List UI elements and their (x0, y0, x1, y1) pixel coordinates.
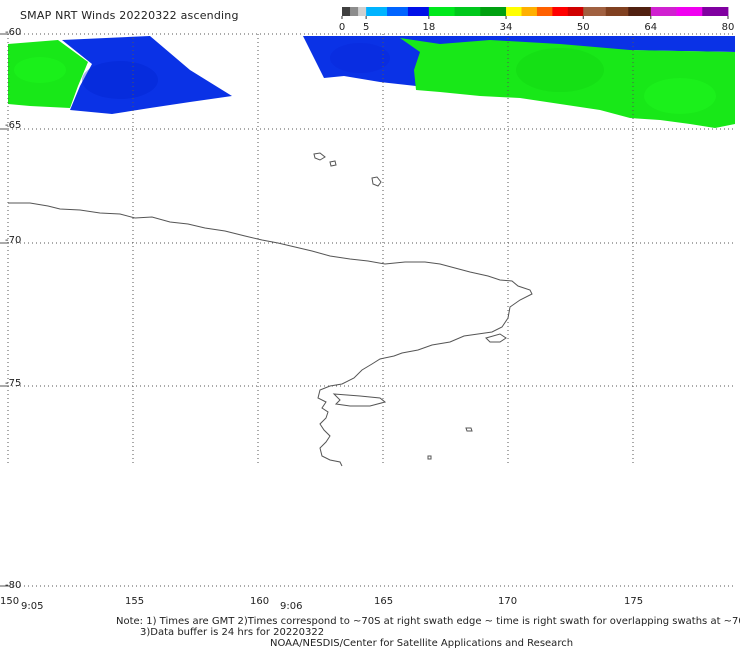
colorbar-swatch-3-1 (521, 7, 538, 16)
colorbar-label-0: 0 (339, 22, 345, 33)
colorbar-swatch-3-4 (567, 7, 584, 16)
colorbar-swatch-1-0 (366, 7, 388, 16)
colorbar-swatch-4-1 (605, 7, 629, 16)
wind-texture-2 (516, 48, 604, 92)
colorbar-swatch-3-0 (506, 7, 522, 16)
lon-label-155: 155 (125, 596, 145, 607)
colorbar-label-80: 80 (722, 22, 735, 33)
coastline-island-4 (465, 427, 473, 432)
time-label-906: 9:06 (280, 601, 303, 612)
colorbar-swatch-5-1 (676, 7, 703, 16)
lat-label-80: -80 (5, 580, 22, 591)
colorbar-label-5: 5 (363, 22, 369, 33)
coastline-layer (8, 152, 533, 467)
coastline-island-2 (329, 160, 337, 167)
time-label-905: 9:05 (21, 601, 44, 612)
coastline-island-5 (427, 455, 432, 460)
colorbar-swatch-5-0 (650, 7, 677, 16)
lat-label-65: -65 (5, 120, 22, 131)
colorbar-label-64: 64 (644, 22, 657, 33)
colorbar-swatch-0-0 (342, 7, 351, 16)
wind-swath-left-blue (62, 36, 232, 114)
lon-label-150: 150 (0, 596, 20, 607)
colorbar-swatch-5-2 (702, 7, 729, 16)
colorbar-swatch-1-2 (407, 7, 430, 16)
colorbar-swatch-2-0 (428, 7, 455, 16)
lon-label-165: 165 (374, 596, 394, 607)
wind-swath-right-blue (303, 36, 735, 86)
colorbar-swatch-2-1 (454, 7, 481, 16)
note-line-1: Note: 1) Times are GMT 2)Times correspon… (116, 616, 740, 627)
lon-label-175: 175 (624, 596, 644, 607)
note-line-2: 3)Data buffer is 24 hrs for 20220322 (140, 627, 325, 638)
wind-swath-left-green (8, 40, 88, 108)
colorbar-swatch-4-0 (583, 7, 607, 16)
wind-texture-4 (14, 57, 66, 83)
map-title: SMAP NRT Winds 20220322 ascending (20, 9, 239, 22)
colorbar-swatch-0-2 (358, 7, 367, 16)
colorbar-swatch-0-1 (350, 7, 359, 16)
wind-texture-3 (644, 78, 716, 114)
colorbar-label-50: 50 (577, 22, 590, 33)
colorbar-swatch-1-1 (387, 7, 409, 16)
coastline-island-3 (371, 176, 382, 187)
colorbar-swatch-2-2 (480, 7, 507, 16)
lat-label-75: -75 (5, 378, 22, 389)
colorbar-swatch-4-2 (628, 7, 652, 16)
coastline-ice-shelf-edge (332, 393, 387, 407)
coastline-main (8, 202, 533, 467)
wind-texture-1 (330, 43, 390, 73)
colorbar-swatch-3-2 (536, 7, 553, 16)
colorbar-label-18: 18 (422, 22, 435, 33)
lon-label-160: 160 (250, 596, 270, 607)
credit-line: NOAA/NESDIS/Center for Satellite Applica… (270, 638, 574, 649)
wind-speed-colorbar: 0 5 18 34 50 64 80 (339, 7, 735, 33)
wind-texture-0 (82, 61, 158, 99)
colorbar-swatch-3-3 (552, 7, 569, 16)
graticule (0, 33, 735, 587)
wind-swath-layer (8, 36, 735, 128)
wind-swath-right-green (400, 38, 735, 128)
colorbar-label-34: 34 (500, 22, 513, 33)
lon-label-170: 170 (498, 596, 518, 607)
coastline-island-1 (313, 152, 326, 161)
lat-label-60: -60 (5, 27, 22, 38)
lat-label-70: -70 (5, 235, 22, 246)
coastline-peninsula (485, 333, 507, 343)
